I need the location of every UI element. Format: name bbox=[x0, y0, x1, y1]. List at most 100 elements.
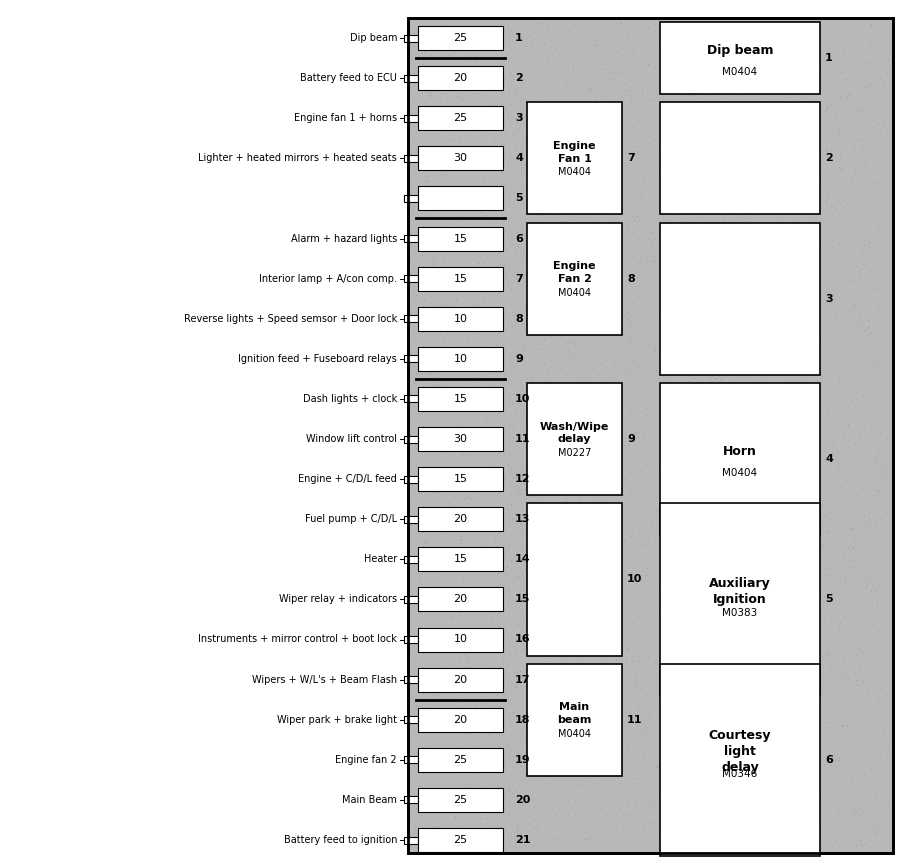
Point bbox=[572, 780, 587, 794]
Point bbox=[571, 89, 585, 102]
Point bbox=[878, 467, 893, 481]
Point bbox=[459, 490, 473, 503]
Point bbox=[472, 790, 487, 804]
Point bbox=[620, 305, 634, 319]
Point bbox=[780, 438, 795, 452]
Point bbox=[458, 454, 473, 468]
Point bbox=[589, 509, 603, 523]
Point bbox=[415, 764, 429, 778]
Point bbox=[799, 195, 814, 209]
Point bbox=[667, 594, 681, 608]
Point bbox=[716, 440, 730, 454]
Point bbox=[798, 757, 813, 771]
Point bbox=[452, 132, 466, 146]
Point bbox=[430, 483, 445, 497]
Point bbox=[835, 542, 850, 556]
Point bbox=[710, 77, 724, 91]
Point bbox=[832, 366, 847, 380]
Point bbox=[857, 160, 871, 174]
Point bbox=[772, 768, 787, 782]
Point bbox=[690, 465, 705, 479]
Point bbox=[567, 470, 581, 483]
Point bbox=[439, 361, 454, 375]
Point bbox=[652, 105, 667, 119]
Point bbox=[570, 707, 584, 720]
Point bbox=[670, 416, 684, 430]
Point bbox=[466, 534, 481, 548]
Point bbox=[847, 797, 861, 811]
Point bbox=[801, 264, 815, 278]
Point bbox=[549, 674, 563, 687]
Point bbox=[557, 418, 572, 432]
Point bbox=[743, 746, 758, 760]
Point bbox=[616, 806, 631, 819]
Point bbox=[536, 617, 551, 631]
Point bbox=[452, 297, 466, 311]
Point bbox=[650, 504, 664, 518]
Point bbox=[518, 211, 532, 225]
Point bbox=[584, 632, 598, 646]
Point bbox=[524, 95, 538, 109]
Text: M0404: M0404 bbox=[723, 468, 758, 478]
Point bbox=[794, 812, 808, 825]
Point bbox=[596, 193, 610, 207]
Point bbox=[880, 742, 895, 756]
Point bbox=[445, 93, 459, 107]
Point bbox=[776, 589, 790, 602]
Point bbox=[558, 230, 572, 244]
Point bbox=[716, 813, 730, 827]
Point bbox=[777, 619, 791, 633]
Point bbox=[518, 732, 532, 746]
Point bbox=[651, 516, 665, 529]
Point bbox=[751, 438, 765, 452]
Point bbox=[819, 142, 833, 156]
Point bbox=[754, 190, 769, 204]
Point bbox=[470, 419, 484, 433]
Point bbox=[534, 680, 548, 694]
Point bbox=[465, 626, 480, 640]
Point bbox=[464, 407, 479, 421]
Point bbox=[865, 70, 879, 84]
Text: 2: 2 bbox=[825, 154, 833, 163]
Point bbox=[566, 346, 580, 360]
Point bbox=[819, 635, 833, 649]
Point bbox=[564, 420, 579, 434]
Point bbox=[752, 379, 767, 393]
Point bbox=[447, 825, 462, 839]
Point bbox=[864, 644, 878, 658]
Point bbox=[760, 105, 774, 119]
Point bbox=[434, 167, 448, 181]
Point bbox=[408, 434, 422, 448]
Point bbox=[486, 36, 500, 50]
Point bbox=[593, 568, 608, 582]
Point bbox=[538, 227, 553, 241]
Point bbox=[600, 235, 615, 249]
Point bbox=[737, 763, 751, 777]
Point bbox=[416, 203, 430, 217]
Point bbox=[541, 599, 555, 613]
Point bbox=[701, 561, 716, 575]
Point bbox=[561, 457, 575, 471]
Point bbox=[598, 141, 612, 155]
Point bbox=[532, 543, 546, 557]
Point bbox=[719, 120, 733, 134]
Point bbox=[536, 175, 551, 189]
Point bbox=[665, 624, 680, 638]
Point bbox=[735, 117, 750, 131]
Point bbox=[823, 792, 837, 806]
Point bbox=[425, 136, 439, 150]
Point bbox=[855, 95, 869, 108]
Point bbox=[852, 448, 867, 462]
Point bbox=[695, 181, 709, 194]
Point bbox=[808, 543, 823, 557]
Point bbox=[617, 52, 632, 66]
Point bbox=[744, 789, 759, 803]
Point bbox=[765, 30, 779, 44]
Point bbox=[745, 414, 760, 428]
Point bbox=[877, 835, 891, 849]
Point bbox=[739, 713, 753, 727]
Bar bbox=[404, 235, 418, 242]
Point bbox=[477, 187, 491, 201]
Point bbox=[749, 147, 763, 161]
Point bbox=[737, 794, 751, 808]
